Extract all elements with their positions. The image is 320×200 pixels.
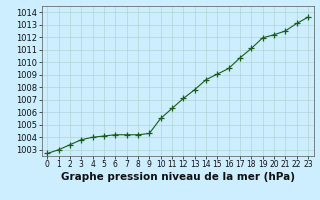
X-axis label: Graphe pression niveau de la mer (hPa): Graphe pression niveau de la mer (hPa)	[60, 172, 295, 182]
